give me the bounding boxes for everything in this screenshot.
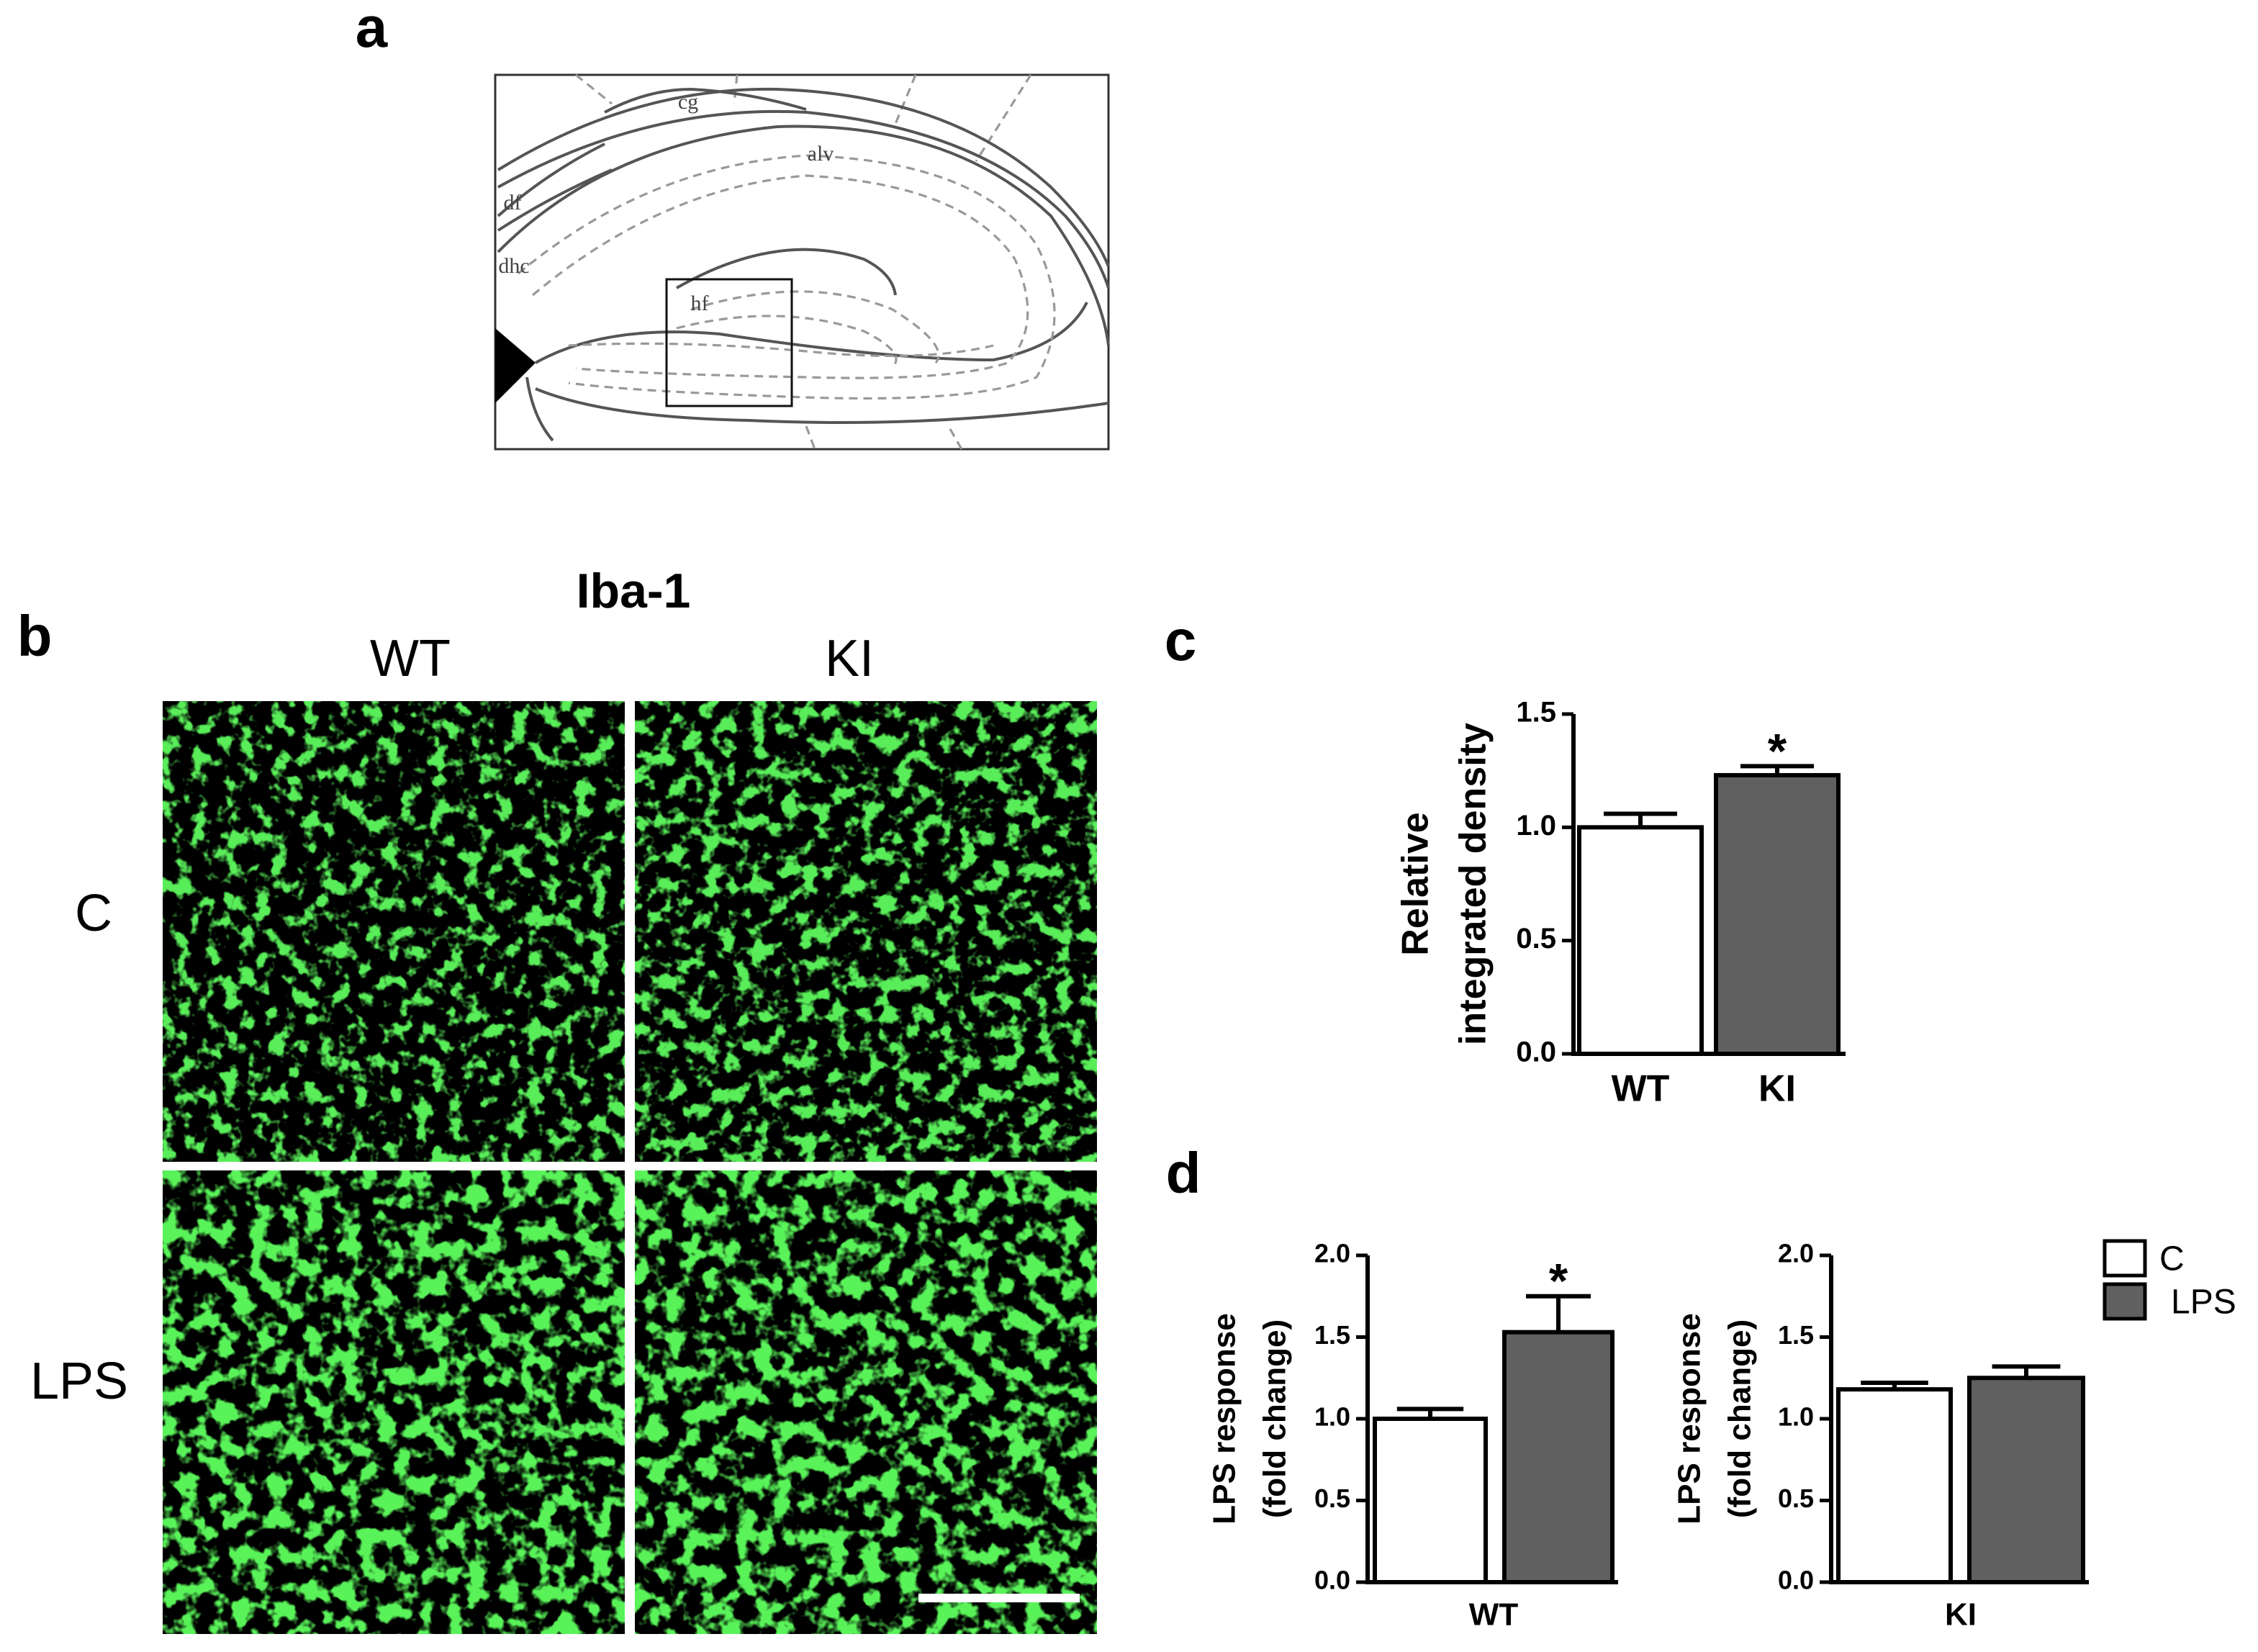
micrograph [163, 701, 625, 1162]
outline [676, 248, 897, 296]
panel-label: b [17, 604, 53, 668]
diagram-label: alv [808, 142, 834, 166]
bar [1373, 1417, 1488, 1584]
column-label: WT [370, 630, 451, 687]
legend-label: LPS [2171, 1283, 2236, 1322]
outline [805, 425, 816, 450]
row-label: C [75, 885, 112, 942]
outline [497, 168, 613, 232]
y-tick-label: 0.0 [1778, 1566, 1814, 1595]
outline [949, 428, 963, 450]
micrograph [635, 1170, 1097, 1634]
micrograph-signal [635, 1170, 1097, 1634]
stain-title: Iba-1 [577, 564, 691, 618]
x-tick-label: WT [1612, 1068, 1670, 1110]
region-box [665, 278, 793, 407]
significance-mark: * [1549, 1254, 1568, 1309]
diagram-label: df [504, 191, 522, 215]
outline [517, 154, 1056, 400]
x-axis-label: WT [1469, 1597, 1519, 1633]
y-axis-label: (fold change) [1722, 1319, 1758, 1518]
hippocampus-diagram: cg alv df dhc hf [494, 73, 1110, 451]
y-tick-label: 1.0 [1516, 810, 1556, 841]
outline [497, 109, 1110, 289]
outline [894, 74, 917, 125]
diagram-label: cg [678, 90, 698, 114]
y-axis-label: (fold change) [1257, 1319, 1293, 1518]
legend-swatch [2103, 1239, 2147, 1278]
micrograph-signal [163, 701, 625, 1162]
y-tick-label: 0.5 [1314, 1484, 1350, 1513]
outline [975, 74, 1032, 162]
y-tick-label: 0.5 [1516, 923, 1556, 954]
legend-swatch [2103, 1282, 2147, 1321]
diagram-label: hf [691, 292, 709, 315]
bar [1967, 1376, 2085, 1584]
bar [1502, 1330, 1615, 1584]
outline [535, 302, 1088, 364]
y-tick-label: 1.5 [1516, 697, 1556, 728]
micrograph-signal [635, 701, 1097, 1162]
panel-label: c [1165, 608, 1197, 672]
bar [1714, 772, 1841, 1056]
y-tick-label: 0.0 [1314, 1566, 1350, 1595]
bar [1577, 825, 1704, 1057]
outline [690, 290, 940, 364]
y-axis-label: LPS response [1672, 1313, 1707, 1524]
y-tick-label: 0.0 [1516, 1037, 1556, 1068]
x-axis-label: KI [1945, 1597, 1977, 1633]
y-tick-label: 1.0 [1314, 1402, 1350, 1432]
y-axis-label: LPS response [1207, 1313, 1242, 1524]
significance-mark: * [1768, 723, 1787, 778]
panel-label: d [1166, 1141, 1201, 1205]
panel-label: a [356, 0, 388, 59]
row-label: LPS [30, 1353, 128, 1410]
y-tick-label: 0.5 [1778, 1484, 1814, 1513]
outline [604, 87, 807, 114]
x-tick-label: KI [1758, 1068, 1796, 1110]
column-label: KI [825, 630, 874, 687]
y-tick-label: 1.5 [1314, 1320, 1350, 1350]
diagram-label: dhc [498, 254, 529, 278]
y-axis-label: Relative [1395, 812, 1437, 955]
outline [497, 143, 605, 217]
outline [575, 73, 613, 105]
y-tick-label: 2.0 [1778, 1239, 1814, 1268]
outline [531, 174, 1029, 379]
micrograph [635, 701, 1097, 1162]
outline [525, 376, 554, 442]
micrograph-signal [163, 1170, 625, 1634]
y-tick-label: 1.5 [1778, 1320, 1814, 1350]
outline [497, 87, 1110, 267]
y-tick-label: 2.0 [1314, 1239, 1350, 1268]
outline [676, 315, 898, 369]
y-axis-label: integrated density [1453, 723, 1494, 1045]
ventricle [495, 328, 536, 403]
micrograph [163, 1170, 625, 1634]
outline [535, 387, 1109, 424]
outline [568, 342, 994, 357]
bar [1836, 1387, 1953, 1584]
legend-label: C [2159, 1240, 2185, 1278]
y-tick-label: 1.0 [1778, 1402, 1814, 1432]
outline [497, 125, 1110, 346]
